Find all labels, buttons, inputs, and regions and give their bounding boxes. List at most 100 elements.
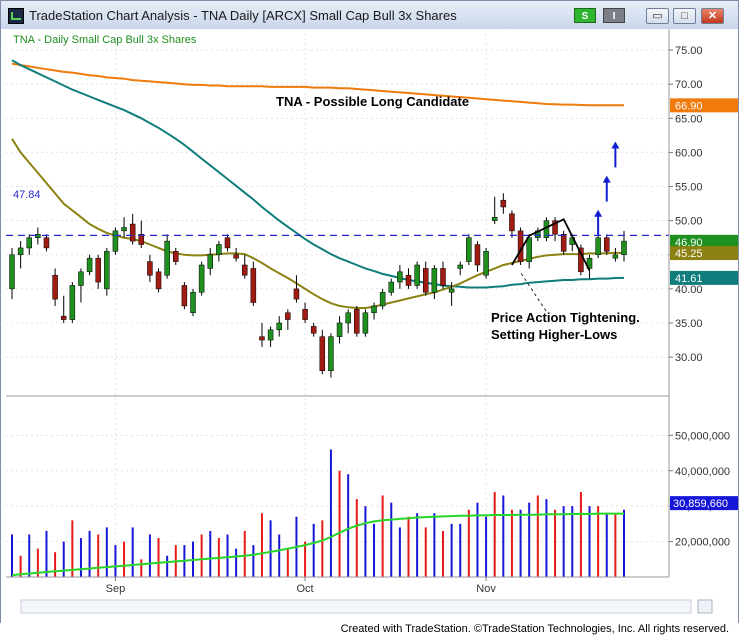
s-button[interactable]: S bbox=[574, 8, 596, 23]
candle-body bbox=[362, 312, 369, 334]
price-tick-label: 55.00 bbox=[675, 182, 703, 194]
candle-body bbox=[60, 315, 67, 320]
candle-body bbox=[86, 257, 93, 273]
candle-body bbox=[612, 254, 619, 259]
volume-pane bbox=[11, 449, 625, 577]
candle-body bbox=[586, 257, 593, 269]
candle-body bbox=[17, 247, 24, 256]
note-line-1: Price Action Tightening. bbox=[491, 310, 640, 325]
candle-body bbox=[491, 216, 498, 221]
candle-body bbox=[552, 220, 558, 235]
app-chart-icon bbox=[8, 8, 24, 24]
candle-body bbox=[267, 329, 274, 341]
candle-body bbox=[138, 234, 145, 245]
footer: Created with TradeStation. ©TradeStation… bbox=[0, 623, 739, 637]
candle-body bbox=[276, 322, 282, 331]
candle-body bbox=[241, 264, 248, 276]
price-tick-label: 70.00 bbox=[675, 79, 703, 91]
volume-tick-label: 50,000,000 bbox=[675, 430, 730, 442]
candle-body bbox=[302, 309, 308, 320]
candle-body bbox=[379, 292, 386, 307]
candle-body bbox=[69, 285, 76, 320]
candle-body bbox=[250, 268, 257, 303]
candle-body bbox=[95, 257, 101, 283]
copyright-text: Created with TradeStation. ©TradeStation… bbox=[340, 623, 729, 635]
candle-body bbox=[371, 305, 377, 314]
note-line-2: Setting Higher-Lows bbox=[491, 327, 617, 342]
candle-body bbox=[43, 237, 50, 249]
candle-body bbox=[207, 254, 214, 269]
candle-body bbox=[173, 251, 179, 262]
chart-area: 30.0035.0040.0045.0050.0055.0060.0065.00… bbox=[1, 29, 738, 623]
x-tick-label: Sep bbox=[106, 583, 126, 595]
i-button[interactable]: I bbox=[603, 8, 625, 23]
candle-body bbox=[431, 268, 438, 293]
overlays bbox=[6, 141, 669, 312]
volume-badge-label: 30,859,660 bbox=[673, 498, 728, 510]
title-bar[interactable]: TradeStation Chart Analysis - TNA Daily … bbox=[1, 1, 738, 30]
window-title: TradeStation Chart Analysis - TNA Daily … bbox=[29, 8, 457, 23]
price-tick-label: 65.00 bbox=[675, 113, 703, 125]
scroll-box[interactable] bbox=[697, 599, 713, 614]
candle-body bbox=[147, 261, 153, 276]
candle-body bbox=[190, 292, 196, 314]
volume-average-line bbox=[11, 512, 624, 577]
ma-teal-line bbox=[11, 59, 625, 289]
candle-body bbox=[78, 271, 84, 286]
volume-badge bbox=[670, 496, 738, 511]
price-tick-label: 75.00 bbox=[675, 45, 703, 57]
x-tick-label: Oct bbox=[297, 583, 314, 595]
candle-body bbox=[259, 336, 265, 341]
price-badge bbox=[670, 246, 738, 261]
candle-body bbox=[336, 322, 343, 337]
close-button[interactable]: ✕ bbox=[701, 8, 724, 24]
candle-body bbox=[121, 227, 127, 232]
candle-body bbox=[26, 237, 32, 249]
candle-body bbox=[164, 240, 170, 276]
breakout-arrow-head bbox=[594, 209, 603, 217]
candle-body bbox=[595, 237, 601, 256]
candle-body bbox=[155, 271, 162, 290]
price-badge bbox=[670, 98, 738, 113]
price-tick-label: 40.00 bbox=[675, 284, 703, 296]
volume-tick-label: 40,000,000 bbox=[675, 466, 730, 478]
chart-window: TradeStation Chart Analysis - TNA Daily … bbox=[0, 0, 739, 623]
candle-body bbox=[474, 244, 481, 266]
candle-body bbox=[526, 237, 532, 262]
candle-body bbox=[224, 237, 231, 249]
restore-button[interactable]: □ bbox=[673, 8, 696, 24]
candle-body bbox=[233, 254, 239, 259]
candle-body bbox=[397, 271, 403, 283]
candle-body bbox=[405, 274, 412, 286]
candle-body bbox=[604, 237, 610, 252]
price-tick-label: 50.00 bbox=[675, 216, 703, 228]
candle-body bbox=[104, 251, 110, 290]
annotation-pointer bbox=[520, 272, 547, 312]
price-tick-label: 35.00 bbox=[675, 318, 703, 330]
breakout-arrow-head bbox=[602, 175, 611, 183]
candle-body bbox=[52, 274, 58, 300]
candle-body bbox=[112, 230, 119, 252]
candle-body bbox=[466, 237, 472, 262]
candle-body bbox=[293, 288, 300, 300]
candle-body bbox=[414, 264, 420, 286]
candle-body bbox=[448, 288, 455, 293]
chart-title: TNA - Daily Small Cap Bull 3x Shares bbox=[13, 34, 197, 46]
breakout-arrow-head bbox=[611, 141, 620, 149]
candle-body bbox=[35, 234, 41, 238]
candle-body bbox=[440, 268, 446, 286]
candle-body bbox=[129, 223, 136, 242]
price-tick-label: 60.00 bbox=[675, 147, 703, 159]
candle-body bbox=[216, 244, 222, 256]
candles bbox=[9, 193, 627, 378]
candle-body bbox=[319, 336, 326, 372]
minimize-button[interactable]: ▭ bbox=[646, 8, 669, 24]
candle-body bbox=[181, 285, 188, 307]
volume-tick-label: 20,000,000 bbox=[675, 537, 730, 549]
price-badge-label: 45.25 bbox=[675, 248, 703, 260]
higher-lows-line bbox=[511, 218, 591, 271]
candle-body bbox=[509, 213, 515, 232]
candle-body bbox=[500, 199, 507, 208]
horizontal-scrollbar[interactable] bbox=[20, 599, 692, 614]
price-badge-label: 46.90 bbox=[675, 237, 703, 249]
